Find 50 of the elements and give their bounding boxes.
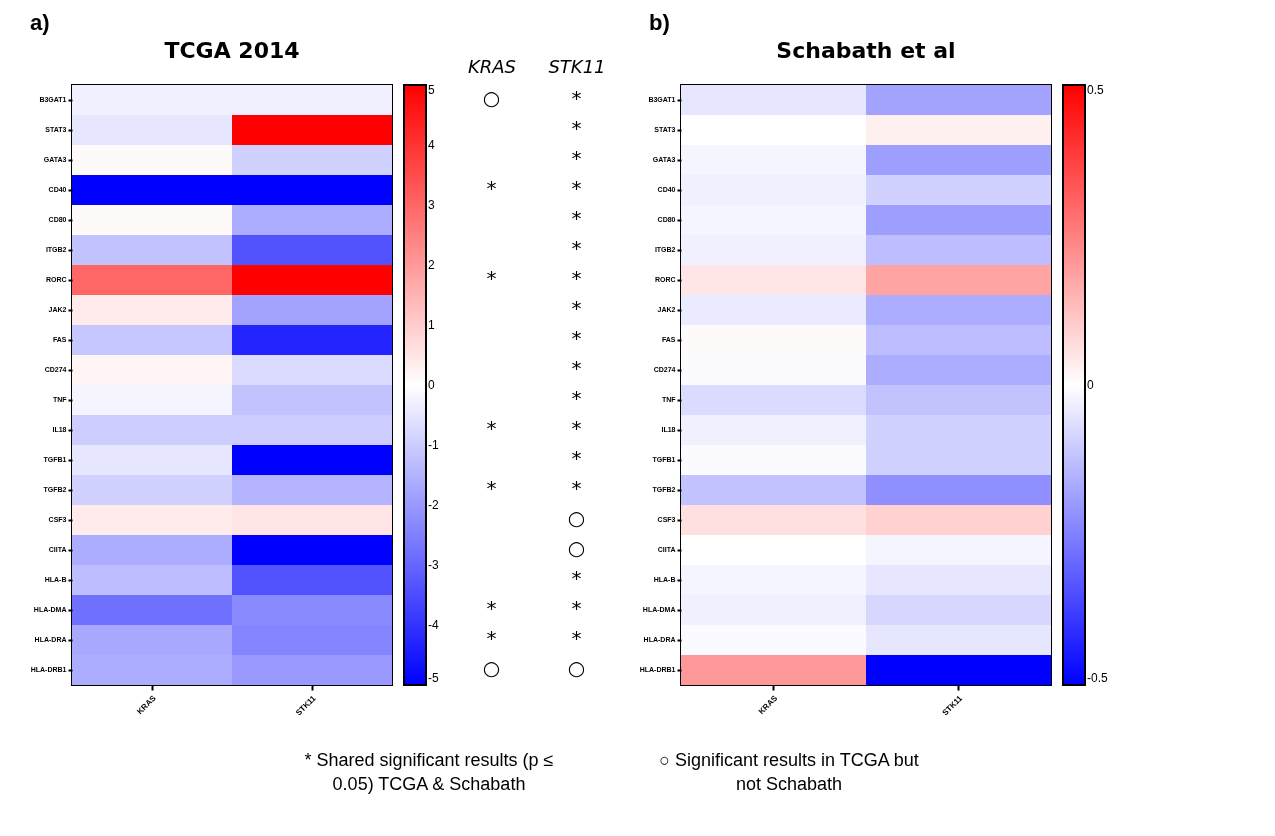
color-bar-label: 3 (428, 198, 435, 212)
text: * (571, 326, 582, 350)
text: * (571, 476, 582, 500)
text: * (571, 206, 582, 230)
text: * (486, 416, 497, 440)
text: * (571, 356, 582, 380)
text: * (571, 176, 582, 200)
color-bar-label: 4 (428, 138, 435, 152)
text: * (571, 266, 582, 290)
color-bar-label: -3 (428, 558, 439, 572)
category-label: STK11 (548, 55, 606, 77)
color-bar-label: 0 (1087, 378, 1094, 392)
text: * (571, 566, 582, 590)
text: * Shared significant results (p ≤ 0.05) TCGA & Schabath (303, 749, 555, 796)
color-bar-label: -4 (428, 618, 439, 632)
text: * (486, 176, 497, 200)
color-bar-label: 1 (428, 318, 435, 332)
text: * (571, 596, 582, 620)
color-bar-label: -5 (428, 671, 439, 685)
text: * (571, 416, 582, 440)
color-bar-label: -2 (428, 498, 439, 512)
chart-title: Schabath et al (776, 38, 956, 63)
text: * (486, 266, 497, 290)
text: * (571, 236, 582, 260)
text: * (571, 86, 582, 110)
text: * (571, 446, 582, 470)
text: * (571, 626, 582, 650)
text: * (486, 476, 497, 500)
chart-title: TCGA 2014 (164, 38, 300, 63)
text: a) (30, 10, 50, 36)
color-bar-label: -0.5 (1087, 671, 1108, 685)
text: ○ (567, 536, 586, 560)
category-label: KRAS (467, 55, 517, 77)
color-bar-label: 5 (428, 83, 435, 97)
text: ○ (567, 656, 586, 680)
text: ○ (567, 506, 586, 530)
text: * (486, 596, 497, 620)
text: ○ (482, 656, 501, 680)
text: ○ (482, 86, 501, 110)
text: * (486, 626, 497, 650)
text: * (571, 146, 582, 170)
color-bar-label: 2 (428, 258, 435, 272)
text: * (571, 296, 582, 320)
color-bar-label: -1 (428, 438, 439, 452)
text: b) (649, 10, 670, 36)
color-bar-label: 0 (428, 378, 435, 392)
text: * (571, 116, 582, 140)
color-bar-label: 0.5 (1087, 83, 1105, 97)
text: ○ Significant results in TCGA but not Schabath (659, 749, 919, 796)
text: * (571, 386, 582, 410)
